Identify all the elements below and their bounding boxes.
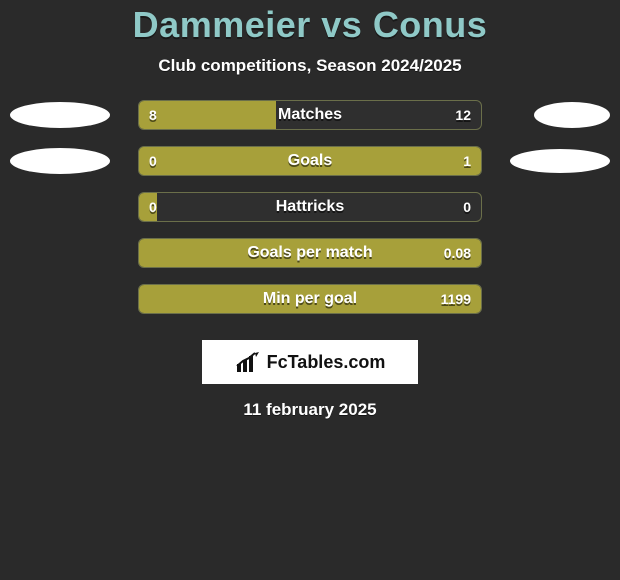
- stat-bar-fill-left: [139, 101, 276, 129]
- brand-label: FcTables.com: [267, 352, 386, 373]
- team-badge-left: [10, 102, 110, 128]
- team-badge-left: [10, 148, 110, 174]
- stat-bar-fill-right: [139, 239, 481, 267]
- page-subtitle: Club competitions, Season 2024/2025: [0, 56, 620, 76]
- stat-row: Matches812: [0, 92, 620, 138]
- stat-value-right: 0: [463, 199, 471, 215]
- team-badge-right: [510, 149, 610, 173]
- brand-badge: FcTables.com: [202, 340, 418, 384]
- stat-row: Goals per match0.08: [0, 230, 620, 276]
- stat-row: Min per goal1199: [0, 276, 620, 322]
- stat-bar: Goals per match0.08: [138, 238, 482, 268]
- stat-value-right: 12: [455, 107, 471, 123]
- stat-bar-fill-left: [139, 193, 157, 221]
- stat-bar: Min per goal1199: [138, 284, 482, 314]
- page-title: Dammeier vs Conus: [0, 0, 620, 46]
- stat-row: Goals01: [0, 138, 620, 184]
- stat-bar: Matches812: [138, 100, 482, 130]
- stat-bar: Goals01: [138, 146, 482, 176]
- stat-bar-fill-right: [139, 285, 481, 313]
- stat-bar-fill-right: [139, 147, 481, 175]
- generated-date: 11 february 2025: [0, 400, 620, 420]
- stat-rows: Matches812 Goals01 Hattricks00 Goals per ma…: [0, 92, 620, 322]
- stat-label: Hattricks: [139, 198, 481, 216]
- team-badge-right: [534, 102, 610, 128]
- stat-bar: Hattricks00: [138, 192, 482, 222]
- chart-icon: [235, 352, 261, 372]
- stat-row: Hattricks00: [0, 184, 620, 230]
- comparison-infographic: Dammeier vs Conus Club competitions, Sea…: [0, 0, 620, 580]
